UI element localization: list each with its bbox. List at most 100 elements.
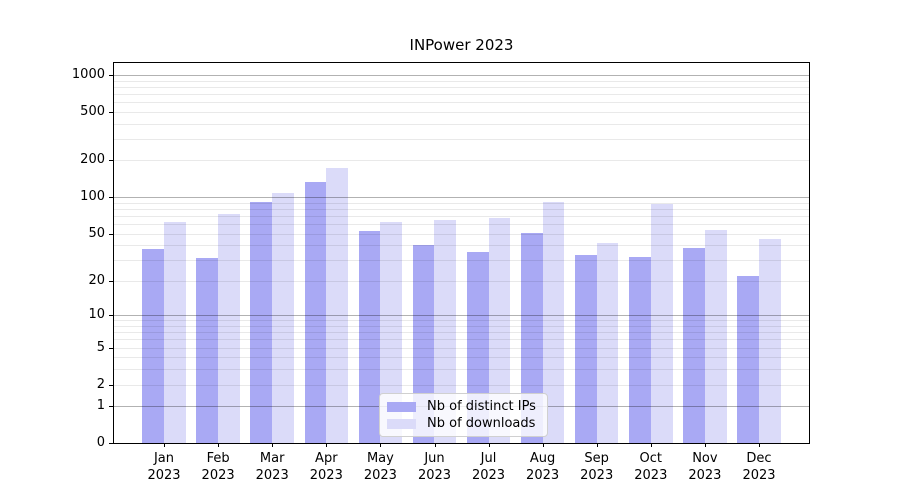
x-axis-tick: [434, 443, 436, 447]
legend-swatch-downloads-icon: [387, 418, 416, 429]
legend-swatch-distinct-ips-icon: [387, 401, 416, 412]
bar-nb-of-downloads-nov: [704, 229, 727, 443]
bar-nb-of-distinct-ips-may: [358, 230, 381, 443]
y-tick-label: 50: [88, 225, 105, 241]
y-axis-tick: [109, 233, 113, 235]
x-tick-month: Sep: [584, 451, 609, 466]
bar-nb-of-downloads-aug: [542, 201, 565, 443]
x-tick-year: 2023: [201, 468, 235, 483]
gridline-major: [114, 315, 809, 317]
x-tick-year: 2023: [742, 468, 776, 483]
gridline-minor: [114, 233, 809, 235]
gridline-minor: [114, 224, 809, 225]
bar-nb-of-downloads-sep: [596, 242, 619, 443]
x-axis-tick: [272, 443, 274, 447]
y-tick-label: 5: [96, 339, 105, 355]
bar-nb-of-distinct-ips-nov: [683, 247, 705, 443]
x-tick-label-nov: Nov 2023: [677, 450, 733, 484]
gridline-minor: [114, 208, 809, 210]
gridline-minor: [114, 215, 809, 217]
gridline-minor: [114, 102, 809, 104]
x-tick-label-dec: Dec 2023: [731, 450, 787, 484]
x-tick-label-jun: Jun 2023: [407, 450, 463, 484]
legend: Nb of distinct IPs Nb of downloads: [379, 393, 548, 437]
bar-nb-of-distinct-ips-apr: [304, 182, 327, 443]
x-tick-year: 2023: [417, 468, 452, 483]
x-axis-tick: [164, 443, 165, 447]
x-tick-year: 2023: [309, 468, 343, 483]
legend-entry-downloads: Nb of downloads: [387, 415, 540, 432]
y-axis-tick: [109, 347, 113, 349]
x-axis-tick: [218, 443, 220, 447]
x-axis-tick: [488, 443, 490, 447]
x-tick-label-jul: Jul 2023: [461, 450, 517, 484]
legend-label-distinct-ips: Nb of distinct IPs: [427, 399, 536, 414]
x-axis-tick: [596, 443, 598, 447]
gridline-minor: [114, 86, 809, 88]
y-axis-tick: [109, 384, 113, 386]
x-axis-tick: [380, 443, 382, 447]
y-axis-tick: [109, 280, 113, 282]
bar-nb-of-downloads-may: [380, 222, 403, 443]
x-axis-tick: [650, 443, 652, 447]
x-tick-month: Jan: [153, 451, 175, 466]
bar-nb-of-downloads-oct: [650, 203, 673, 443]
x-tick-month: Dec: [746, 451, 772, 466]
x-tick-month: Mar: [259, 451, 285, 466]
x-axis-tick: [759, 443, 760, 447]
gridline-minor: [114, 111, 809, 113]
y-tick-label: 20: [88, 272, 105, 288]
x-tick-month: Jul: [480, 451, 497, 466]
gridline-minor: [114, 332, 809, 334]
x-tick-year: 2023: [634, 468, 668, 483]
y-tick-label: 500: [80, 103, 105, 119]
y-tick-label: 200: [80, 152, 105, 168]
gridline-minor: [114, 93, 809, 95]
x-tick-label-may: May 2023: [352, 450, 408, 484]
x-tick-year: 2023: [688, 468, 722, 483]
y-axis-tick: [109, 406, 113, 408]
x-tick-month: May: [366, 451, 394, 466]
gridline-minor: [114, 202, 809, 204]
x-tick-label-jan: Jan 2023: [136, 450, 192, 484]
bar-nb-of-downloads-apr: [326, 168, 348, 443]
gridline-minor: [114, 357, 809, 359]
y-axis-tick: [109, 160, 113, 162]
bar-nb-of-distinct-ips-aug: [520, 232, 543, 443]
y-tick-label: 0: [96, 435, 105, 450]
bar-nb-of-distinct-ips-jan: [142, 249, 164, 443]
bar-nb-of-distinct-ips-mar: [250, 202, 273, 443]
x-tick-month: Nov: [692, 451, 718, 466]
bar-nb-of-distinct-ips-dec: [737, 275, 759, 443]
x-tick-year: 2023: [363, 468, 397, 483]
x-tick-year: 2023: [255, 468, 289, 483]
legend-entry-distinct-ips: Nb of distinct IPs: [387, 398, 540, 415]
gridline-major: [114, 74, 809, 76]
x-tick-month: Oct: [639, 451, 663, 466]
y-tick-label: 1: [96, 398, 105, 414]
gridline-minor: [114, 339, 809, 341]
bar-nb-of-downloads-feb: [218, 213, 240, 443]
x-tick-month: Aug: [529, 451, 556, 466]
gridline-major: [114, 197, 809, 199]
gridline-minor: [114, 320, 809, 322]
x-tick-month: Jun: [424, 451, 445, 466]
y-axis-tick: [109, 111, 113, 113]
y-tick-label: 100: [80, 189, 105, 205]
x-tick-year: 2023: [147, 468, 181, 483]
gridline-minor: [114, 260, 809, 261]
bar-nb-of-downloads-mar: [272, 193, 294, 443]
gridline-minor: [114, 280, 809, 282]
y-tick-label: 2: [96, 376, 105, 392]
gridline-minor: [114, 80, 809, 82]
gridline-minor: [114, 160, 809, 162]
bar-nb-of-downloads-dec: [759, 239, 781, 443]
y-axis-tick: [109, 197, 113, 199]
gridline-minor: [114, 123, 809, 125]
gridline-minor: [114, 138, 809, 140]
y-axis-tick: [109, 315, 113, 317]
bar-nb-of-downloads-jan: [164, 222, 186, 443]
bar-nb-of-distinct-ips-oct: [629, 256, 651, 443]
bar-nb-of-distinct-ips-sep: [575, 255, 597, 443]
x-tick-label-apr: Apr 2023: [298, 450, 354, 484]
